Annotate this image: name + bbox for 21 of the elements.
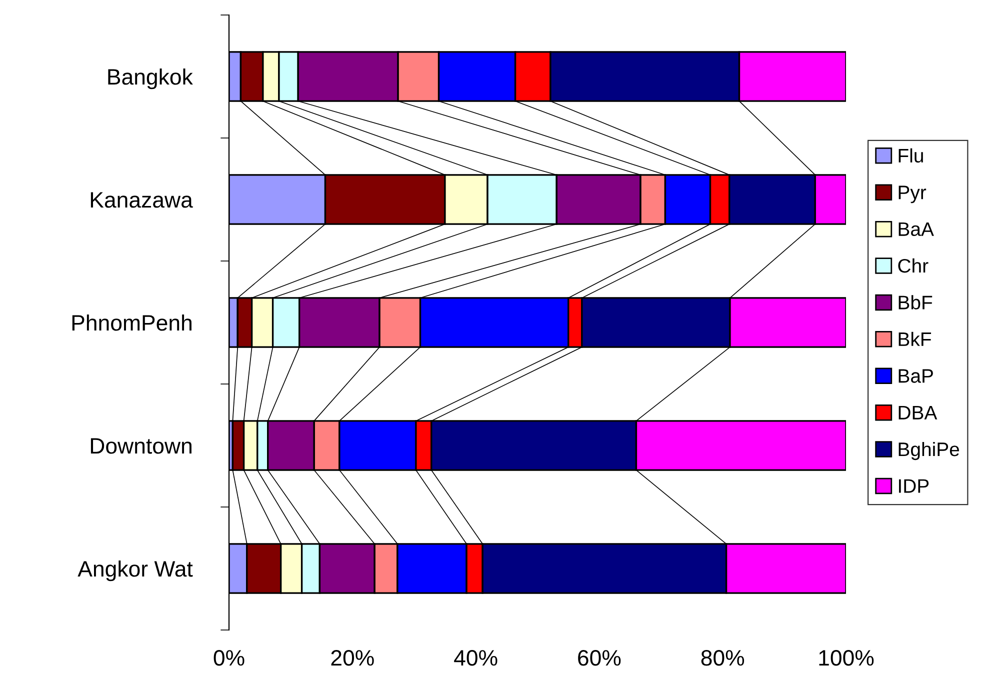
y-tick-label: PhnomPenh — [72, 314, 192, 331]
legend-label: BaA — [898, 222, 934, 236]
legend-label: Chr — [898, 258, 928, 273]
legend-label: DBA — [898, 406, 938, 420]
legend-label: BaP — [898, 369, 933, 383]
legend-label: BghiPe — [898, 442, 960, 460]
x-tick-label: 0% — [214, 650, 244, 666]
y-tick-label: Downtown — [90, 438, 192, 454]
legend-label: BkF — [898, 332, 932, 346]
y-tick-label: Angkor Wat — [78, 560, 193, 582]
x-tick-label: 40% — [454, 650, 498, 666]
x-tick-label: 60% — [578, 650, 621, 666]
y-tick-label: Bangkok — [108, 68, 193, 90]
x-tick-label: 20% — [331, 650, 374, 666]
legend-label: BbF — [898, 295, 932, 310]
legend-label: IDP — [899, 479, 929, 493]
y-tick-label: Kanazawa — [90, 192, 193, 208]
legend-label: Pyr — [898, 186, 926, 204]
x-tick-label: 100% — [819, 650, 874, 666]
x-tick-label: 80% — [701, 650, 744, 666]
legend-label: Flu — [898, 148, 923, 163]
